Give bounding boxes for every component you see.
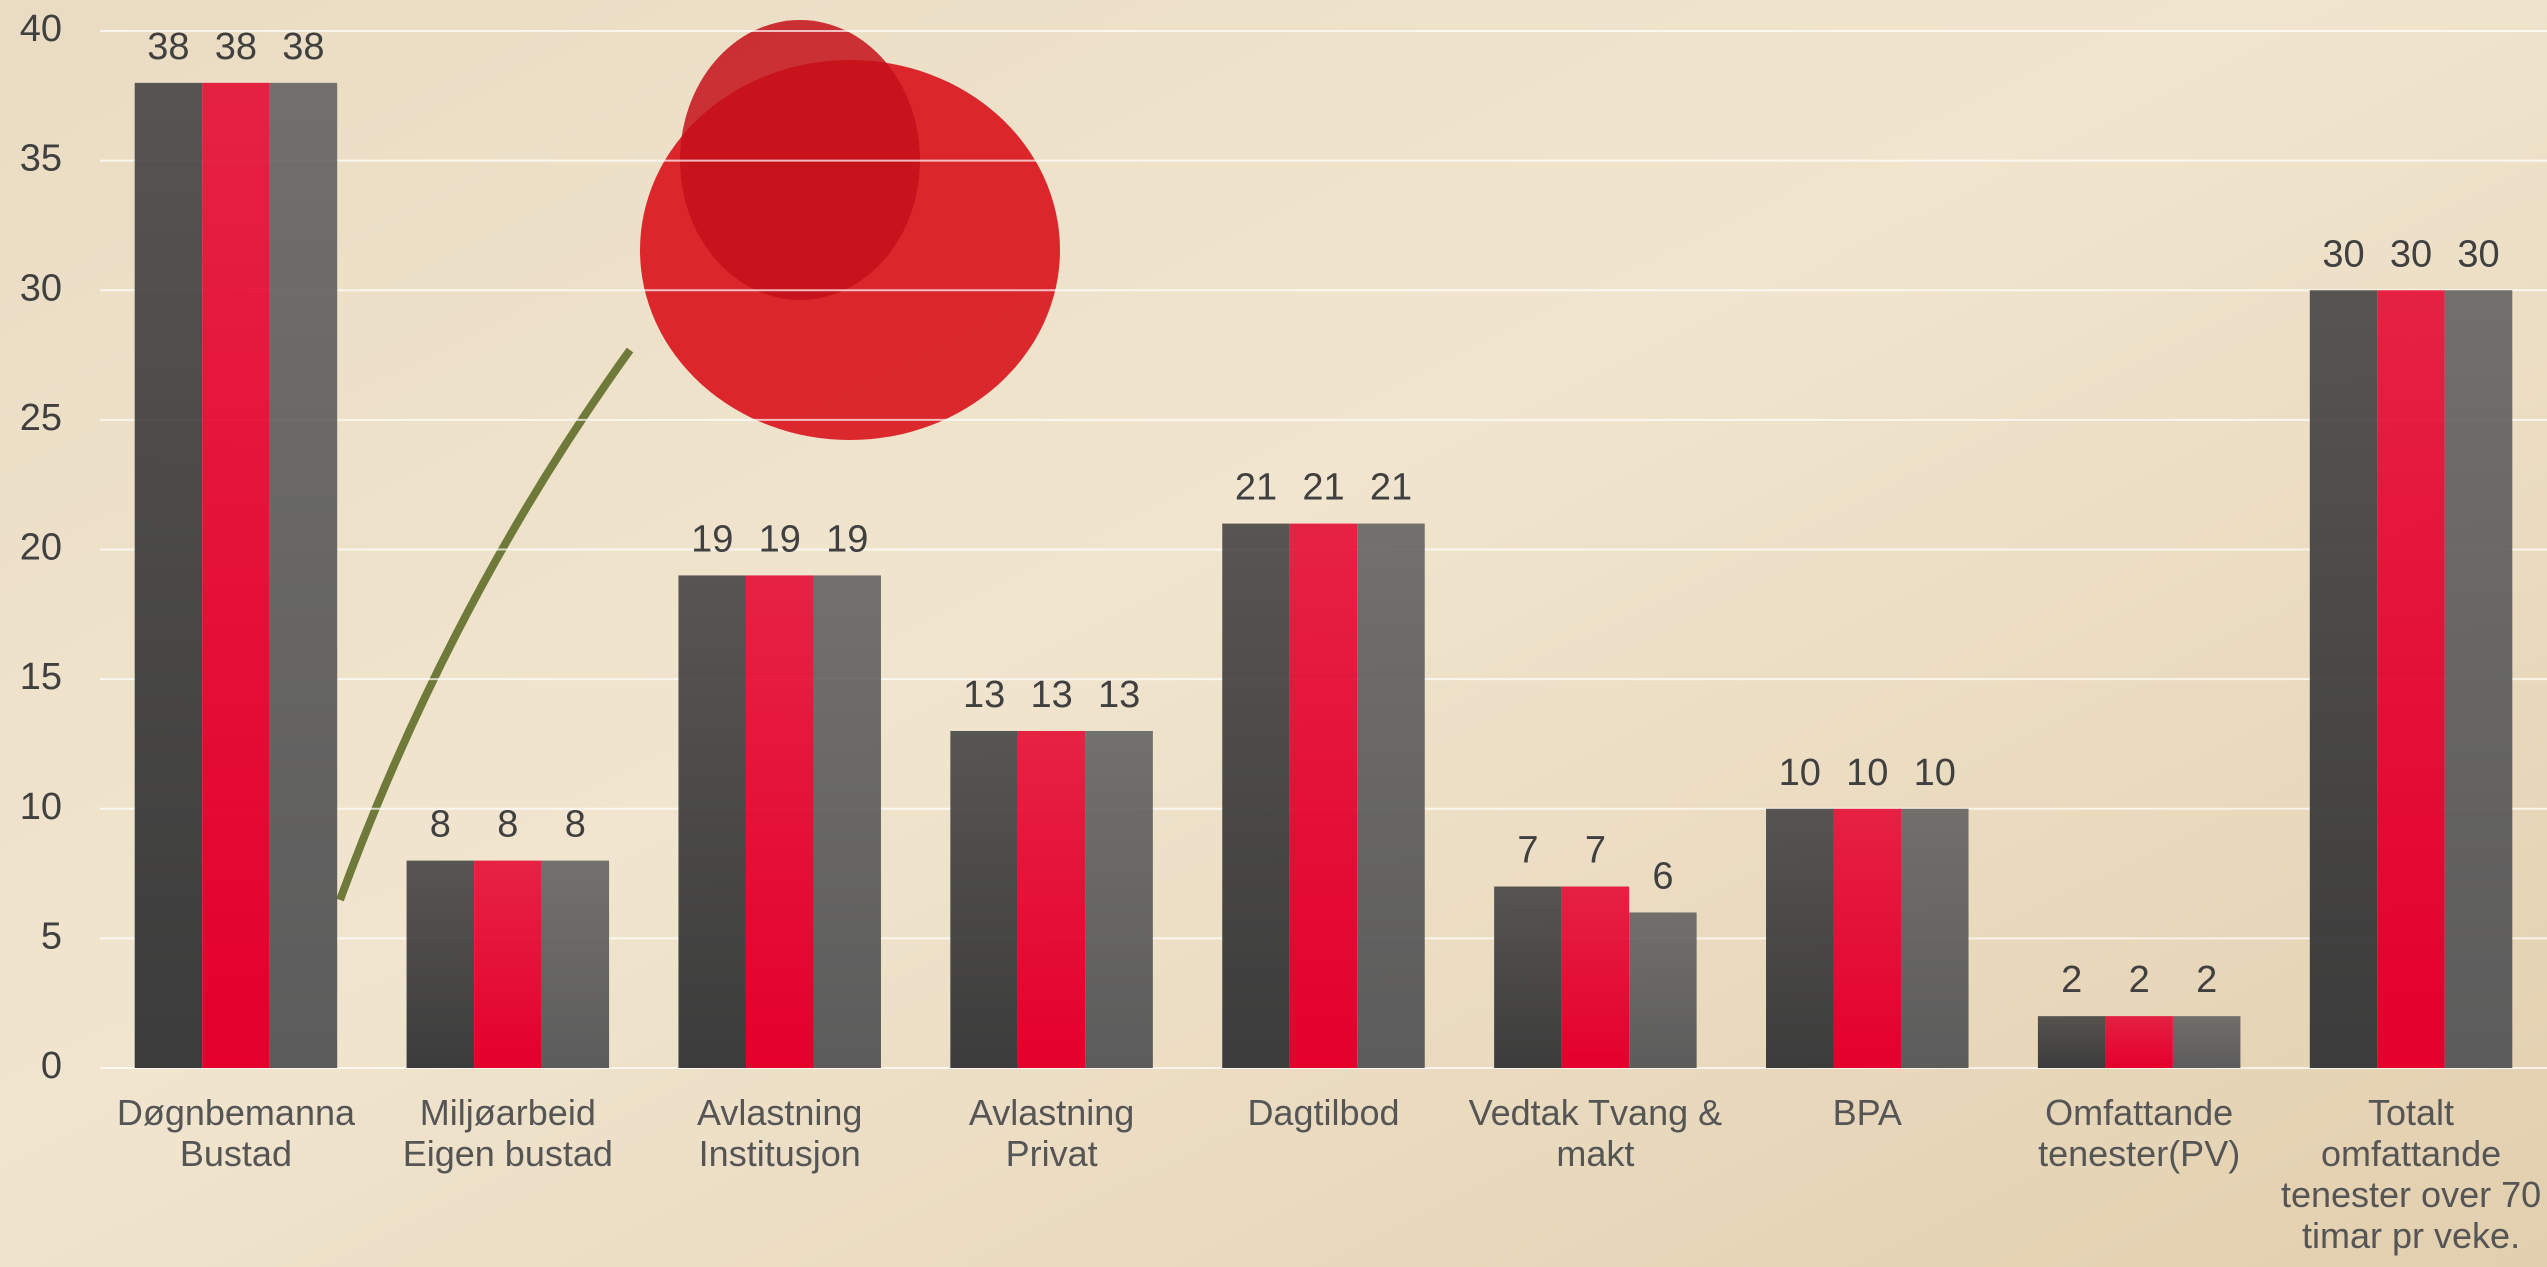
bar: [678, 575, 746, 1068]
x-tick-label-box: Totalt omfattande tenester over 70 timar…: [2280, 1092, 2542, 1256]
bar: [202, 82, 270, 1069]
value-label: 8: [565, 804, 586, 846]
bar: [406, 860, 475, 1068]
value-label: 10: [1846, 752, 1888, 794]
value-label: 38: [215, 26, 257, 68]
bar: [2172, 1016, 2241, 1068]
value-label: 21: [1302, 467, 1344, 509]
bar: [1017, 730, 1086, 1068]
x-tick-label: Totalt omfattande tenester over 70 timar…: [2280, 1092, 2542, 1256]
x-tick-label-box: Døgnbemanna Bustad: [116, 1092, 356, 1174]
bar: [1494, 886, 1562, 1068]
x-tick-label-box: Avlastning Institusjon: [696, 1092, 863, 1174]
value-label: 6: [1652, 855, 1673, 897]
x-tick-label: Miljøarbeid Eigen bustad: [402, 1092, 613, 1174]
value-label: 8: [430, 804, 451, 846]
x-tick-label-box: Dagtilbod: [1247, 1092, 1400, 1133]
bar: [1085, 730, 1153, 1068]
x-tick-label-box: Vedtak Tvang & makt: [1468, 1092, 1723, 1174]
x-tick-label: Omfattande tenester(PV): [2038, 1092, 2241, 1174]
y-tick-label: 25: [20, 397, 62, 439]
value-label: 38: [147, 26, 189, 68]
x-tick-label-box: Miljøarbeid Eigen bustad: [402, 1092, 613, 1174]
x-tick-label-box: Avlastning Privat: [968, 1092, 1135, 1174]
x-tick-label: Avlastning Institusjon: [696, 1092, 863, 1174]
y-tick-label: 0: [41, 1045, 62, 1087]
bar: [813, 575, 881, 1068]
value-label: 2: [2061, 959, 2082, 1001]
value-label: 8: [497, 804, 518, 846]
value-label: 19: [759, 518, 801, 560]
value-label: 2: [2196, 959, 2217, 1001]
bar: [474, 860, 542, 1068]
y-tick-label: 5: [41, 915, 62, 957]
value-label: 10: [1914, 752, 1956, 794]
bar: [950, 730, 1018, 1068]
x-tick-label: BPA: [1832, 1092, 1902, 1133]
bar: [541, 860, 610, 1068]
value-label: 30: [2390, 233, 2432, 275]
x-tick-label: Døgnbemanna Bustad: [116, 1092, 356, 1174]
value-label: 13: [963, 674, 1005, 716]
value-label: 19: [691, 518, 733, 560]
value-label: 2: [2129, 959, 2150, 1001]
bar: [2105, 1016, 2173, 1068]
bar: [1833, 808, 1902, 1068]
bar: [134, 82, 203, 1069]
value-label: 38: [282, 26, 324, 68]
bar: [2037, 1016, 2106, 1068]
bar: [1629, 912, 1697, 1068]
bar: [1901, 808, 1969, 1068]
bar: [1561, 886, 1630, 1068]
y-tick-label: 15: [20, 656, 62, 698]
bar: [2444, 290, 2513, 1068]
value-label: 21: [1235, 467, 1277, 509]
y-tick-label: 35: [20, 138, 62, 180]
y-tick-label: 20: [20, 527, 62, 569]
x-tick-label: Dagtilbod: [1247, 1092, 1400, 1133]
y-tick-label: 30: [20, 267, 62, 309]
value-label: 13: [1030, 674, 1072, 716]
x-tick-label-box: Omfattande tenester(PV): [2038, 1092, 2241, 1174]
bar: [1766, 808, 1834, 1068]
x-tick-label: Vedtak Tvang & makt: [1468, 1092, 1723, 1174]
bar: [2309, 290, 2378, 1068]
value-label: 7: [1517, 830, 1538, 872]
y-tick-label: 10: [20, 786, 62, 828]
bar: [1289, 523, 1358, 1068]
bar: [1357, 523, 1425, 1068]
value-label: 13: [1098, 674, 1140, 716]
bar: [745, 575, 814, 1068]
value-label: 30: [2322, 233, 2364, 275]
x-tick-label: Avlastning Privat: [968, 1092, 1135, 1174]
bar: [269, 82, 338, 1069]
y-tick-label: 40: [20, 8, 62, 50]
value-label: 19: [826, 518, 868, 560]
value-label: 21: [1370, 467, 1412, 509]
value-label: 10: [1779, 752, 1821, 794]
bar: [2377, 290, 2445, 1068]
x-tick-label-box: BPA: [1832, 1092, 1902, 1133]
value-label: 7: [1585, 830, 1606, 872]
bar: [1222, 523, 1290, 1068]
value-label: 30: [2457, 233, 2499, 275]
